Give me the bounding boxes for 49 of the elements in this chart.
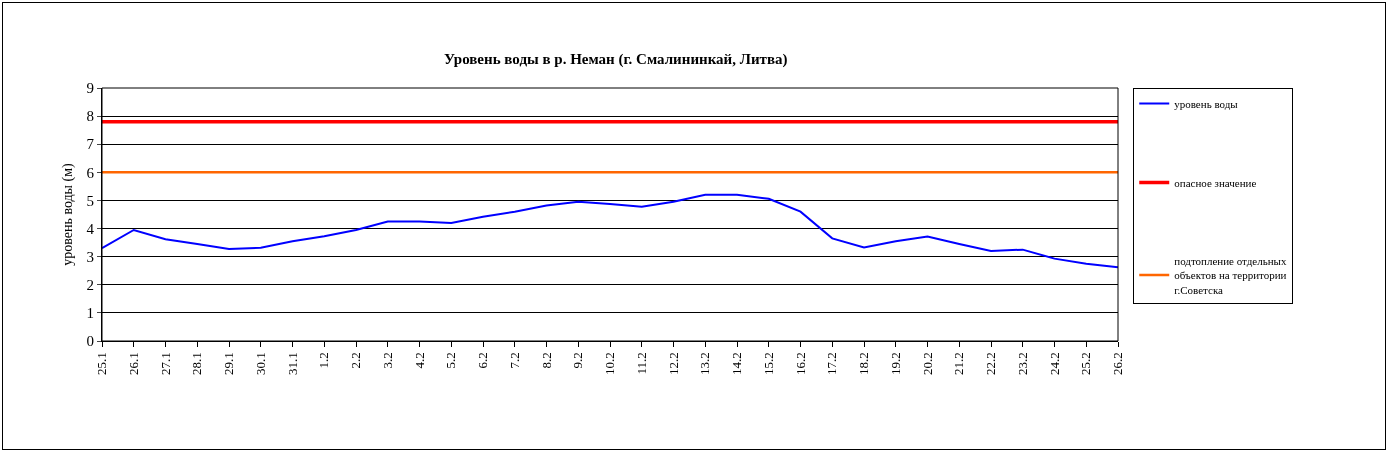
chart-title: Уровень воды в р. Неман (г. Смалининкай, Литва): [444, 51, 788, 69]
x-tick-label: 25.1: [94, 352, 110, 375]
x-tick-label: 2.2: [348, 352, 364, 369]
y-tick-label: 8: [86, 108, 94, 125]
x-tick-label: 12.2: [665, 352, 681, 375]
y-tick-label: 2: [86, 277, 94, 294]
x-tick-label: 9.2: [570, 352, 586, 369]
x-tick-label: 5.2: [443, 352, 459, 369]
x-tick-label: 7.2: [506, 352, 522, 369]
x-tick-label: 13.2: [697, 352, 713, 375]
x-tick-label: 16.2: [792, 352, 808, 375]
x-tick-label: 21.2: [951, 352, 967, 375]
x-tick-label: 8.2: [538, 352, 554, 369]
y-tick-label: 3: [86, 248, 94, 265]
x-tick-label: 29.1: [221, 352, 237, 375]
y-tick-label: 6: [86, 164, 95, 181]
x-tick-label: 1.2: [316, 352, 332, 369]
x-tick-label: 20.2: [919, 352, 935, 375]
y-tick-label: 7: [86, 136, 95, 153]
x-tick-label: 22.2: [983, 352, 999, 375]
x-tick-label: 23.2: [1014, 352, 1030, 375]
x-tick-label: 27.1: [157, 352, 173, 375]
x-tick-label: 26.2: [1110, 352, 1126, 375]
line-series: [102, 193, 1118, 269]
x-tick-label: 15.2: [760, 352, 776, 375]
x-tick-label: 4.2: [411, 352, 427, 369]
x-tick-label: 17.2: [824, 352, 840, 375]
x-tick-label: 26.1: [125, 352, 141, 375]
x-tick-label: 24.2: [1046, 352, 1062, 375]
x-tick-label: 31.1: [284, 352, 300, 375]
x-tick-label: 19.2: [887, 352, 903, 375]
x-tick-label: 10.2: [602, 352, 618, 375]
y-tick-label: 1: [86, 305, 94, 322]
x-tick-label: 14.2: [729, 352, 745, 375]
y-tick-label: 9: [86, 80, 94, 97]
x-tick-label: 28.1: [189, 352, 205, 375]
x-tick-label: 18.2: [856, 352, 872, 375]
y-tick-label: 4: [86, 220, 95, 237]
y-axis-title: уровень воды (м): [60, 162, 77, 266]
legend-label: подтопление отдельных объектов на территории г.Советска: [1174, 254, 1288, 296]
legend-label: опасное значение: [1174, 176, 1257, 189]
x-tick-label: 30.1: [252, 352, 268, 375]
x-tick-label: 25.2: [1078, 352, 1094, 375]
y-tick-label: 5: [86, 192, 94, 209]
x-tick-label: 11.2: [633, 352, 649, 375]
x-tick-label: 3.2: [379, 352, 395, 369]
x-tick-label: 6.2: [475, 352, 491, 369]
legend-label: уровень воды: [1174, 97, 1239, 110]
y-tick-label: 0: [86, 333, 94, 350]
